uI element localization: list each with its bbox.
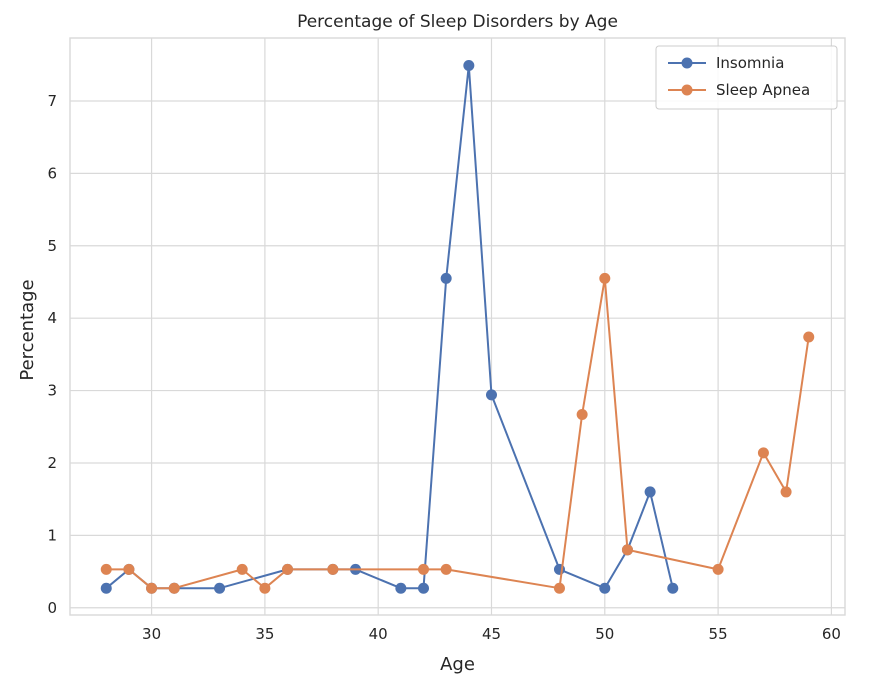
x-tick-label: 30 xyxy=(142,625,161,643)
data-point-sleep-apnea xyxy=(418,563,430,575)
y-tick-label: 3 xyxy=(47,382,57,400)
chart-title: Percentage of Sleep Disorders by Age xyxy=(297,12,618,32)
series-layer xyxy=(100,60,815,594)
legend: Insomnia Sleep Apnea xyxy=(655,45,838,110)
data-point-sleep-apnea xyxy=(123,563,135,575)
data-point-sleep-apnea xyxy=(780,486,792,498)
x-tick-label: 60 xyxy=(822,625,841,643)
data-point-insomnia xyxy=(644,486,656,498)
data-point-sleep-apnea xyxy=(168,582,180,594)
y-tick-label: 0 xyxy=(47,599,57,617)
y-tick-label: 1 xyxy=(47,526,57,544)
legend-label-insomnia: Insomnia xyxy=(716,54,784,72)
data-point-insomnia xyxy=(395,582,407,594)
data-point-sleep-apnea xyxy=(440,563,452,575)
data-point-sleep-apnea xyxy=(236,563,248,575)
x-tick-label: 35 xyxy=(255,625,274,643)
data-point-insomnia xyxy=(418,582,430,594)
data-point-sleep-apnea xyxy=(146,582,158,594)
legend-marker-sleep-apnea xyxy=(681,84,693,96)
legend-label-sleep-apnea: Sleep Apnea xyxy=(716,81,810,99)
data-point-insomnia xyxy=(667,582,679,594)
data-point-sleep-apnea xyxy=(553,582,565,594)
x-axis-ticks: 30 35 40 45 50 55 60 xyxy=(142,625,841,643)
data-point-sleep-apnea xyxy=(576,408,588,420)
series-sleep-apnea xyxy=(100,272,815,594)
data-point-insomnia xyxy=(100,582,112,594)
data-point-insomnia xyxy=(463,60,475,72)
y-tick-label: 5 xyxy=(47,237,57,255)
legend-frame xyxy=(655,45,838,110)
y-tick-label: 4 xyxy=(47,309,57,327)
data-point-insomnia xyxy=(214,582,226,594)
data-point-insomnia xyxy=(440,272,452,284)
data-point-sleep-apnea xyxy=(100,563,112,575)
x-tick-label: 50 xyxy=(595,625,614,643)
y-axis-ticks: 0 1 2 3 4 5 6 7 xyxy=(47,92,57,617)
x-tick-label: 55 xyxy=(709,625,728,643)
data-point-sleep-apnea xyxy=(757,447,769,459)
data-point-sleep-apnea xyxy=(599,272,611,284)
data-point-sleep-apnea xyxy=(282,563,294,575)
data-point-insomnia xyxy=(599,582,611,594)
x-axis-title: Age xyxy=(440,654,475,675)
legend-marker-insomnia xyxy=(681,57,693,69)
data-point-sleep-apnea xyxy=(803,331,815,343)
x-tick-label: 45 xyxy=(482,625,501,643)
plot-area xyxy=(69,37,846,616)
data-point-insomnia xyxy=(485,389,497,401)
data-point-sleep-apnea xyxy=(327,563,339,575)
y-tick-label: 7 xyxy=(47,92,57,110)
data-point-sleep-apnea xyxy=(621,544,633,556)
y-axis-title: Percentage xyxy=(17,279,38,380)
data-point-sleep-apnea xyxy=(712,563,724,575)
data-point-sleep-apnea xyxy=(259,582,271,594)
y-tick-label: 2 xyxy=(47,454,57,472)
x-tick-label: 40 xyxy=(369,625,388,643)
y-tick-label: 6 xyxy=(47,164,57,182)
